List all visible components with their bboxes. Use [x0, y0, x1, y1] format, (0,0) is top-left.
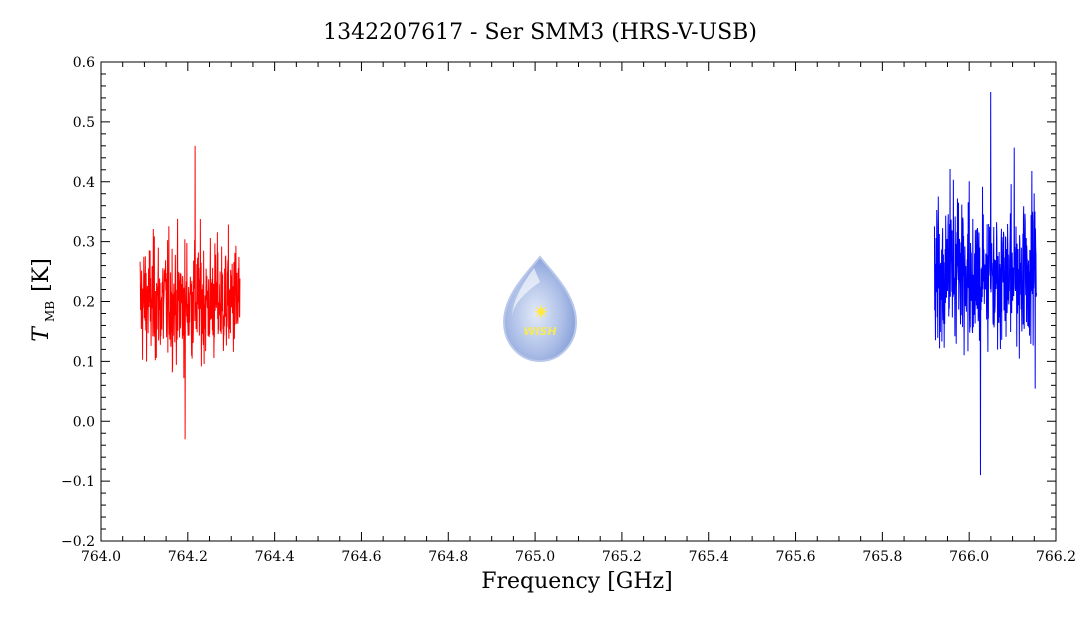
- y-tick-label: 0.0: [73, 414, 95, 430]
- x-tick-label: 764.4: [255, 549, 295, 565]
- svg-text:T MB [K]: T MB [K]: [29, 258, 58, 342]
- x-tick-label: 764.0: [81, 549, 121, 565]
- y-tick-label: 0.6: [73, 55, 95, 71]
- spectrum-series-1: [139, 145, 241, 440]
- y-tick-label: 0.3: [73, 235, 95, 251]
- chart-title: 1342207617 - Ser SMM3 (HRS-V-USB): [323, 20, 757, 45]
- x-tick-label: 765.0: [515, 549, 555, 565]
- x-tick-label: 765.6: [775, 549, 815, 565]
- y-tick-label: 0.5: [73, 115, 95, 131]
- y-axis-subscript: MB: [43, 301, 57, 322]
- x-tick-label: 764.2: [168, 549, 208, 565]
- y-tick-label: −0.1: [61, 474, 95, 490]
- plot-frame: [100, 61, 1057, 542]
- ticks-layer: 764.0 764.2 764.4 764.6 764.8 765.0 765.2 765.4…: [61, 55, 1076, 565]
- y-tick-label: 0.2: [73, 295, 95, 311]
- star-icon: ✷: [533, 300, 550, 324]
- y-axis-unit: [K]: [29, 258, 54, 292]
- series-layer: [139, 91, 1037, 476]
- x-tick-label: 765.8: [862, 549, 902, 565]
- x-tick-label: 765.2: [602, 549, 642, 565]
- x-tick-label: 766.0: [949, 549, 989, 565]
- y-tick-label: 0.1: [73, 354, 95, 370]
- x-tick-label: 764.6: [341, 549, 381, 565]
- x-axis-label: Frequency [GHz]: [481, 569, 673, 594]
- spectrum-series-2: [933, 91, 1037, 476]
- water-drop-icon: [502, 255, 578, 363]
- drop-highlight: [512, 268, 540, 318]
- wish-watermark: ✷ WISH: [502, 255, 578, 363]
- y-axis-symbol: T: [29, 325, 54, 342]
- y-tick-label: 0.4: [73, 175, 95, 191]
- y-tick-label: −0.2: [61, 534, 95, 550]
- y-axis-label: T MB [K]: [29, 258, 58, 342]
- x-tick-label: 765.4: [689, 549, 729, 565]
- x-tick-label: 764.8: [428, 549, 468, 565]
- wish-label: WISH: [523, 325, 556, 338]
- x-tick-label: 766.2: [1036, 549, 1076, 565]
